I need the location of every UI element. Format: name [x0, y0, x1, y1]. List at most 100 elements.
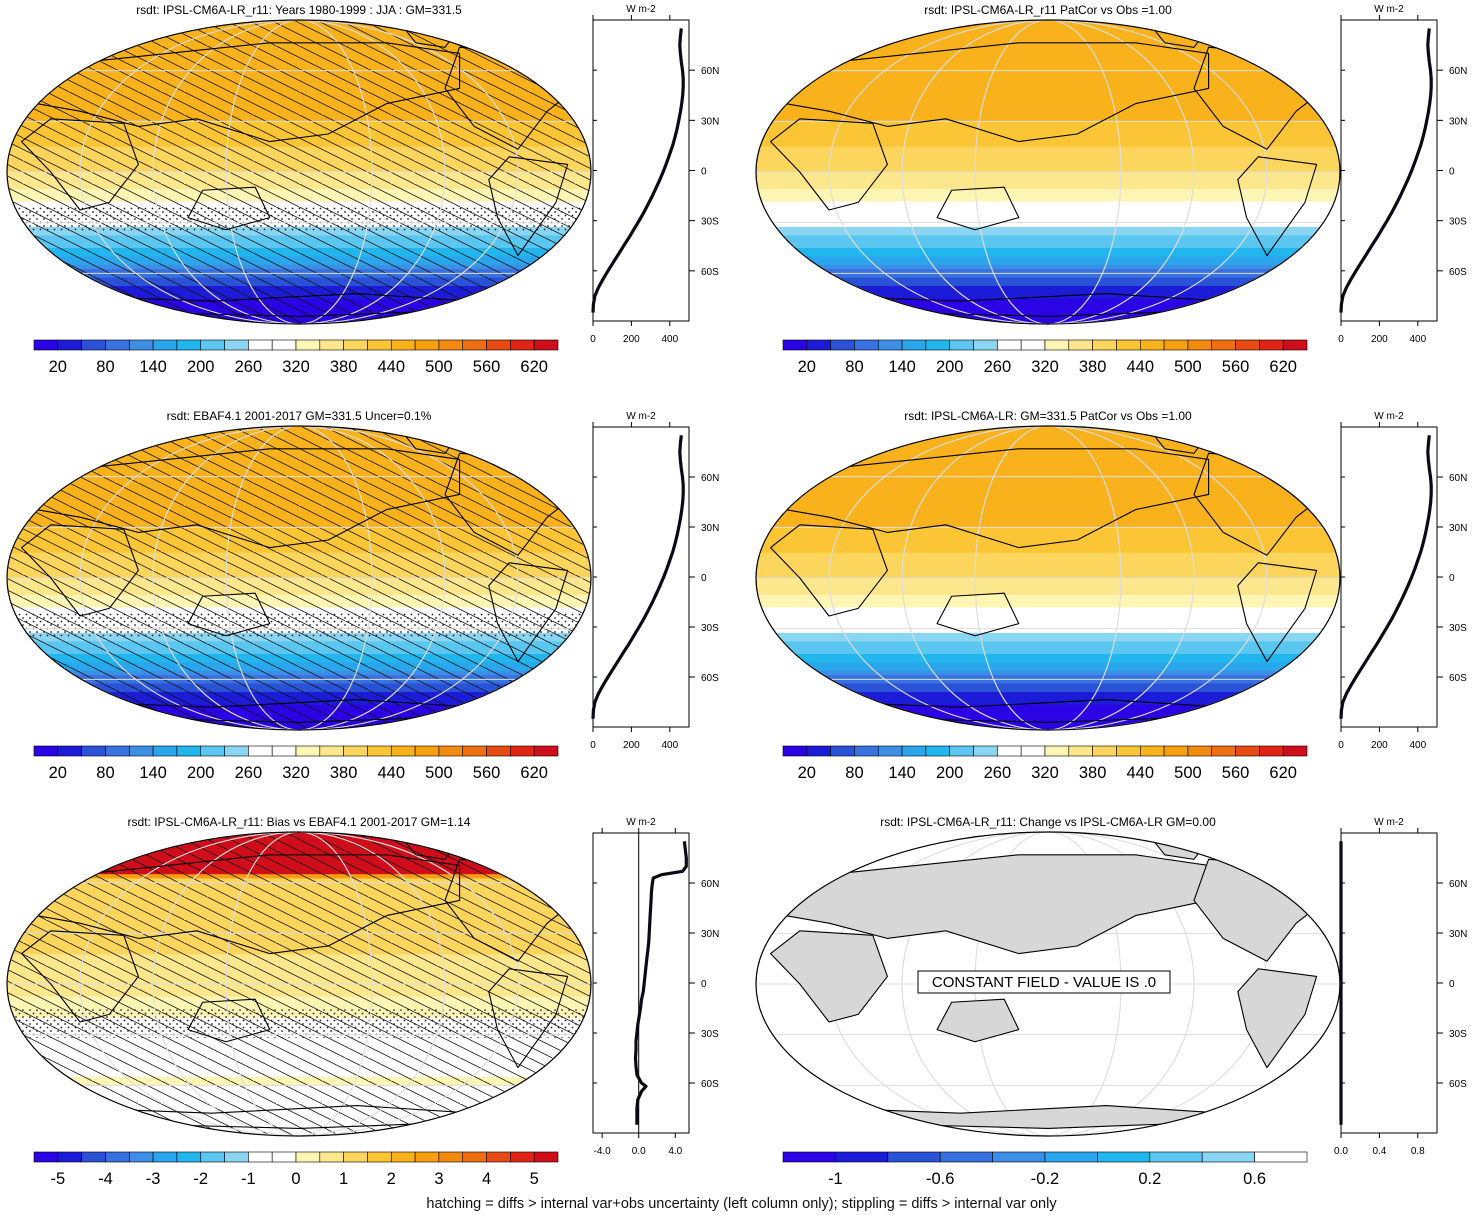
colorbar-swatch	[486, 1151, 511, 1163]
colorbar-tick-label: -1	[828, 1170, 843, 1188]
zonal-band	[756, 721, 1340, 727]
africa-land	[770, 930, 888, 1023]
map-body	[7, 832, 591, 1136]
zonal-band	[756, 125, 1340, 131]
colorbar-swatch	[367, 1151, 392, 1163]
colorbar-tick-label: 200	[187, 764, 215, 782]
zonal-band	[756, 108, 1340, 114]
profile-ytick-label: 60N	[1449, 473, 1467, 484]
colorbar-swatch	[973, 745, 998, 757]
profile-frame	[592, 19, 690, 322]
colorbar-swatch	[1259, 339, 1284, 351]
zonal-band	[756, 231, 1340, 236]
colorbar-swatch	[343, 1151, 368, 1163]
colorbar-swatch	[57, 745, 82, 757]
zonal-band	[756, 476, 1340, 482]
zonal-band	[756, 637, 1340, 642]
profile-unit-label: W m-2	[626, 4, 656, 15]
zonal-band	[756, 79, 1340, 84]
south-america-land	[488, 156, 569, 257]
colorbar-swatch	[854, 745, 879, 757]
profile-ytick-label: 60S	[1449, 673, 1467, 684]
profile-ytick-label: 30S	[1449, 623, 1467, 634]
south-america-land	[1237, 156, 1318, 257]
zonal-band	[756, 675, 1340, 680]
colorbar-swatch	[1211, 339, 1236, 351]
colorbar-swatch	[1187, 339, 1213, 351]
colorbar-tick-label: 620	[1269, 764, 1297, 782]
colorbar-swatch	[1282, 745, 1308, 757]
colorbar-swatch	[992, 1151, 1046, 1163]
eurasia-land	[770, 448, 1210, 549]
colorbar: 20 80 140 200 260 320 380 440 500 560 620	[33, 745, 559, 782]
colorbar-swatch	[1044, 745, 1070, 757]
profile-frame	[1340, 426, 1438, 728]
colorbar-tick-label: 620	[520, 764, 548, 782]
zonal-band	[756, 32, 1340, 38]
zonal-band	[756, 239, 1340, 245]
colorbar-tick-label: -0.2	[1031, 1170, 1059, 1188]
colorbar-tick-label: 380	[1079, 764, 1107, 782]
profile-ytick-label: 0	[1449, 167, 1455, 178]
colorbar-swatch	[973, 339, 998, 351]
zonal-profile: 60N 30N 0 30S 60S -4.0 0.0 4.0 W m-2	[592, 817, 719, 1157]
colorbar-swatch	[176, 1151, 202, 1163]
zonal-band	[756, 535, 1340, 541]
colorbar-tick-label: 140	[888, 764, 916, 782]
profile-ytick-label: 30S	[1449, 1029, 1467, 1040]
eurasia-land	[770, 42, 1210, 143]
colorbar-tick-label: 500	[1174, 764, 1202, 782]
profile-curve	[591, 28, 685, 313]
zonal-band	[756, 104, 1340, 110]
colorbar-swatch	[33, 339, 59, 351]
colorbar-swatch	[224, 745, 249, 757]
colorbar-swatch	[1044, 1151, 1098, 1163]
colorbar-swatch	[1235, 745, 1260, 757]
map-outline	[6, 425, 592, 731]
colorbar-tick-label: 260	[984, 764, 1012, 782]
profile-ytick-label: 30N	[701, 116, 719, 127]
map-body	[756, 426, 1340, 730]
eurasia-land	[21, 42, 461, 143]
colorbar-swatch	[81, 339, 106, 351]
colorbar-tick-label: -5	[50, 1170, 65, 1188]
zonal-band	[756, 235, 1340, 241]
colorbar-tick-label: -3	[146, 1170, 161, 1188]
australia-land	[187, 998, 271, 1043]
zonal-band	[756, 302, 1340, 308]
zonal-band	[756, 146, 1340, 152]
zonal-band	[756, 628, 1340, 634]
zonal-band	[756, 506, 1340, 512]
longitude-gridline	[901, 426, 1195, 730]
colorbar-tick-label: 200	[187, 358, 215, 376]
colorbar-tick-label: 140	[888, 358, 916, 376]
colorbar-tick-label: 260	[984, 358, 1012, 376]
profile-ytick-label: 30S	[1449, 217, 1467, 228]
profile-ytick-label: 30S	[701, 1029, 719, 1040]
eurasia-land	[21, 448, 461, 549]
zonal-profile: 60N 30N 0 30S 60S 0 200 400 W m-2	[590, 411, 719, 751]
zonal-band	[756, 36, 1340, 42]
zonal-band	[756, 518, 1340, 524]
zonal-band	[756, 298, 1340, 304]
south-america-land	[488, 968, 569, 1069]
colorbar-swatch	[128, 339, 154, 351]
longitude-gridline	[79, 20, 519, 324]
zonal-band	[756, 83, 1340, 89]
colorbar-tick-label: 1	[339, 1170, 348, 1188]
colorbar-swatch	[390, 339, 416, 351]
zonal-band	[756, 527, 1340, 533]
eurasia-land	[21, 854, 461, 955]
zonal-band	[756, 307, 1340, 312]
zonal-band	[756, 670, 1340, 676]
colorbar-tick-label: 200	[936, 358, 964, 376]
profile-xtick-label: 0	[590, 740, 596, 751]
zonal-band	[756, 243, 1340, 249]
colorbar-tick-label: 260	[235, 764, 263, 782]
south-america-land	[1237, 968, 1318, 1069]
colorbar-swatch	[510, 745, 535, 757]
panel-title: rsdt: IPSL-CM6A-LR_r11: Years 1980-1999 …	[136, 3, 462, 17]
profile-xtick-label: 400	[661, 740, 678, 751]
zonal-band	[756, 514, 1340, 520]
colorbar-tick-label: 500	[1174, 358, 1202, 376]
